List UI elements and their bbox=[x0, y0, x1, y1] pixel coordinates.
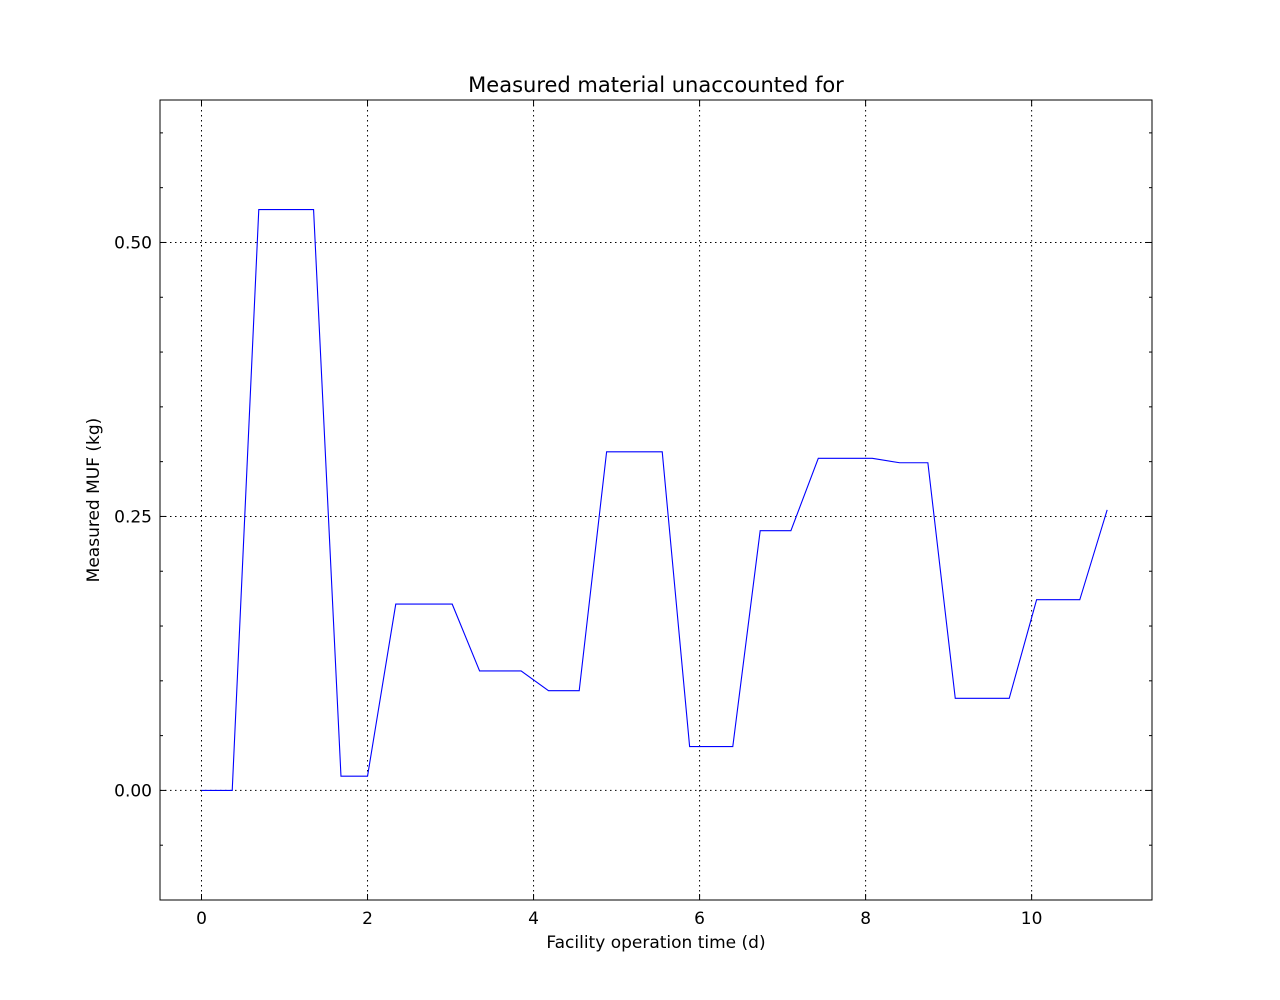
series-line bbox=[201, 209, 1108, 791]
y-tick-label: 0.25 bbox=[114, 507, 152, 527]
x-tick-label: 2 bbox=[362, 909, 373, 929]
label-layer: 0 2 4 6 8 10 0.00 0.25 0.50 bbox=[114, 233, 1042, 929]
x-tick-label: 6 bbox=[694, 909, 705, 929]
plot-frame bbox=[159, 99, 1153, 901]
x-axis-label: Facility operation time (d) bbox=[546, 933, 765, 953]
y-axis-label: Measured MUF (kg) bbox=[84, 418, 104, 583]
grid-layer bbox=[160, 100, 1152, 900]
chart-title: Measured material unaccounted for bbox=[468, 73, 844, 97]
x-tick-label: 8 bbox=[860, 909, 871, 929]
x-tick-label: 10 bbox=[1021, 909, 1043, 929]
y-tick-label: 0.00 bbox=[114, 781, 152, 801]
series-layer bbox=[201, 209, 1108, 791]
x-tick-label: 0 bbox=[196, 909, 207, 929]
tick-layer bbox=[160, 100, 1152, 900]
y-tick-label: 0.50 bbox=[114, 233, 152, 253]
x-tick-label: 4 bbox=[528, 909, 539, 929]
